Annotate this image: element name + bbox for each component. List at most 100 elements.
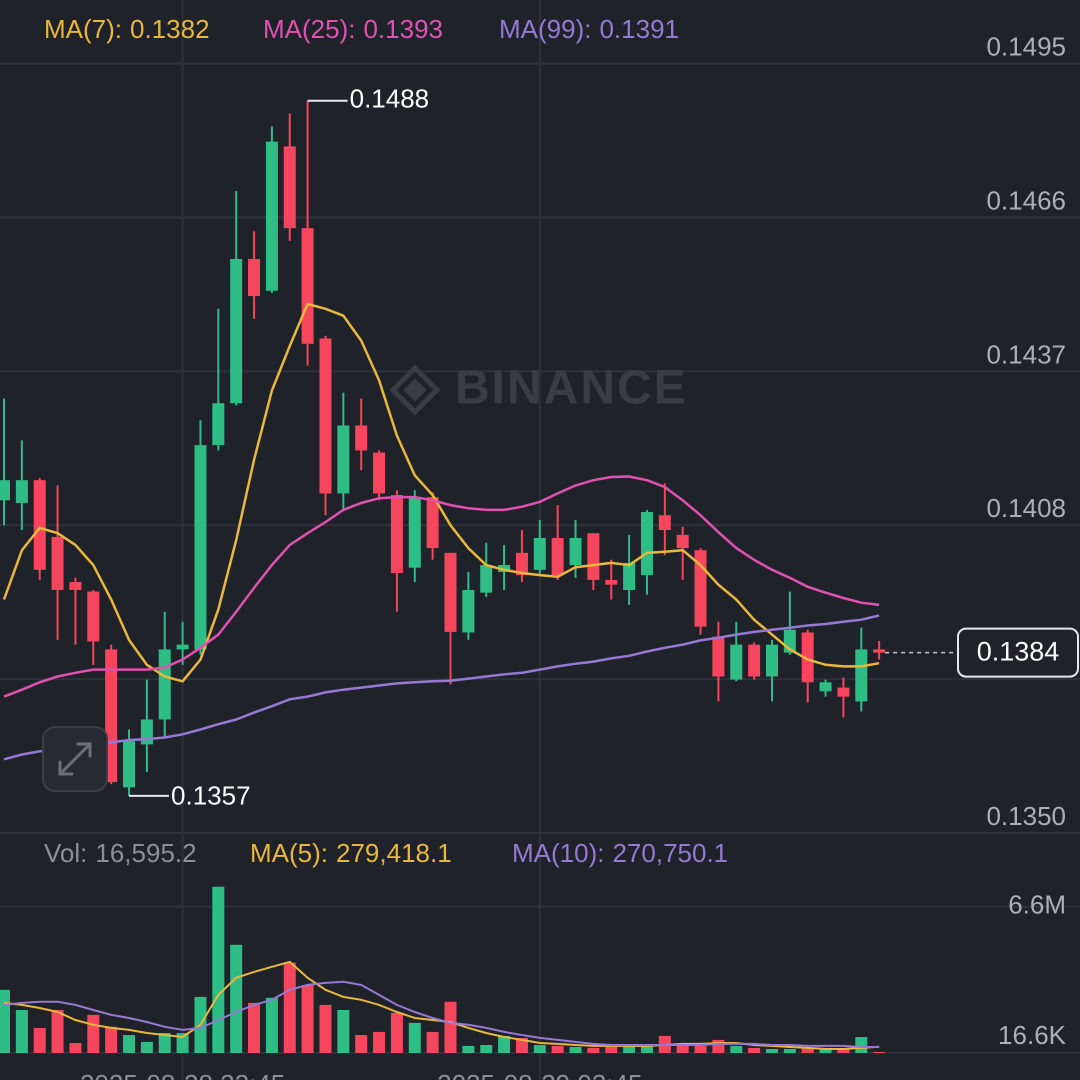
current-price-box — [957, 627, 1079, 678]
legend-value: 0.1382 — [130, 14, 210, 44]
legend-entry: MA(25): 0.1393 — [263, 14, 443, 44]
candle-body — [533, 538, 546, 570]
volume-bar — [444, 1001, 457, 1053]
legend-name: MA(10): — [512, 838, 604, 868]
candle-body — [337, 425, 350, 494]
ma-line — [3, 614, 880, 761]
candle-body — [283, 146, 296, 229]
candle-body — [765, 644, 778, 677]
volume-bar — [533, 1045, 546, 1053]
current-price-label: 0.1384 — [977, 637, 1060, 667]
low-label: 0.1357 — [171, 781, 251, 811]
volume-bar — [51, 1009, 64, 1053]
candle-body — [176, 644, 189, 650]
candle-body — [373, 452, 386, 494]
volume-bar — [783, 1049, 796, 1053]
watermark: BINANCE — [389, 362, 688, 416]
candle-body — [355, 425, 368, 451]
volume-bar — [301, 984, 314, 1053]
volume-ma-line — [3, 980, 880, 1048]
candle-body — [87, 591, 100, 642]
y-tick-label: 0.1495 — [986, 32, 1066, 62]
volume-bar — [15, 1009, 28, 1053]
candle-body — [301, 228, 314, 344]
volume-bar — [69, 1043, 82, 1053]
volume-bar — [355, 1035, 368, 1053]
watermark-logo — [389, 364, 441, 416]
legend-entry: MA(99): 0.1391 — [499, 14, 679, 44]
legend-value: 279,418.1 — [336, 838, 452, 868]
x-tick-label: 2025-08-28 22:45 — [80, 1069, 285, 1080]
candle-body — [515, 552, 528, 576]
expand-icon[interactable] — [58, 742, 92, 776]
candle-body — [140, 719, 153, 745]
candle-body — [408, 497, 421, 568]
volume-bar — [748, 1047, 761, 1053]
candle-body — [605, 579, 618, 585]
volume-tick-label: 6.6M — [1008, 890, 1066, 920]
volume-bar — [730, 1045, 743, 1053]
y-tick-label: 0.1350 — [986, 801, 1066, 831]
volume-bar — [212, 886, 225, 1053]
plot-layer: 2025-08-28 22:45 2025-08-29 03:45 0.1488 0.… — [0, 14, 1079, 1080]
legend-name: MA(5): — [250, 838, 328, 868]
legend-name: MA(7): — [44, 14, 122, 44]
candle-body — [158, 649, 171, 720]
volume-bar — [390, 1012, 403, 1053]
legend-value: 16,595.2 — [95, 838, 196, 868]
candle-body — [426, 497, 439, 549]
volume-bar — [33, 1027, 46, 1053]
legend-name: MA(99): — [499, 14, 591, 44]
volume-bar — [480, 1045, 493, 1053]
volume-bar — [140, 1041, 153, 1053]
candle-body — [748, 644, 761, 677]
candle-body — [855, 649, 868, 702]
volume-bar — [694, 1045, 707, 1053]
volume-bar — [87, 1014, 100, 1053]
x-tick-label: 2025-08-29 03:45 — [437, 1069, 642, 1080]
candle-body — [33, 480, 46, 570]
candle-body — [319, 338, 332, 494]
volume-bar — [515, 1037, 528, 1053]
volume-bar — [801, 1047, 814, 1053]
volume-bar — [712, 1039, 725, 1053]
candle-body — [873, 649, 886, 653]
volume-bar — [408, 1022, 421, 1053]
candle-body — [444, 552, 457, 632]
candle-body — [569, 538, 582, 566]
volume-bar — [230, 944, 243, 1053]
volume-bar — [640, 1045, 653, 1053]
y-tick-label: 0.1408 — [986, 493, 1066, 523]
candle-body — [390, 495, 403, 574]
volume-bar — [498, 1035, 511, 1053]
legend-value: 270,750.1 — [612, 838, 728, 868]
volume-bar — [337, 1009, 350, 1053]
watermark-text: BINANCE — [455, 362, 688, 415]
candle-body — [230, 258, 243, 404]
volume-bar — [837, 1049, 850, 1053]
legend-name: Vol: — [44, 838, 87, 868]
candle-body — [819, 682, 832, 692]
volume-bar — [319, 1004, 332, 1053]
high-label: 0.1488 — [350, 84, 430, 114]
candle-body — [623, 562, 636, 590]
legend-value: 0.1391 — [599, 14, 679, 44]
ma-line — [3, 475, 880, 698]
volume-bar — [105, 1026, 118, 1053]
volume-bar — [123, 1035, 136, 1053]
volume-bar — [265, 997, 278, 1053]
volume-bar — [855, 1037, 868, 1053]
candle-body — [676, 534, 689, 549]
y-tick-label: 0.1466 — [986, 185, 1066, 215]
legend-entry: MA(7): 0.1382 — [44, 14, 210, 44]
candle-body — [194, 445, 207, 650]
candle-body — [730, 644, 743, 680]
candle-body — [105, 649, 118, 783]
candle-body — [551, 538, 564, 576]
candle-body — [0, 480, 10, 501]
expand-button[interactable] — [42, 726, 108, 792]
volume-bar — [605, 1045, 618, 1053]
volume-bar — [551, 1045, 564, 1053]
